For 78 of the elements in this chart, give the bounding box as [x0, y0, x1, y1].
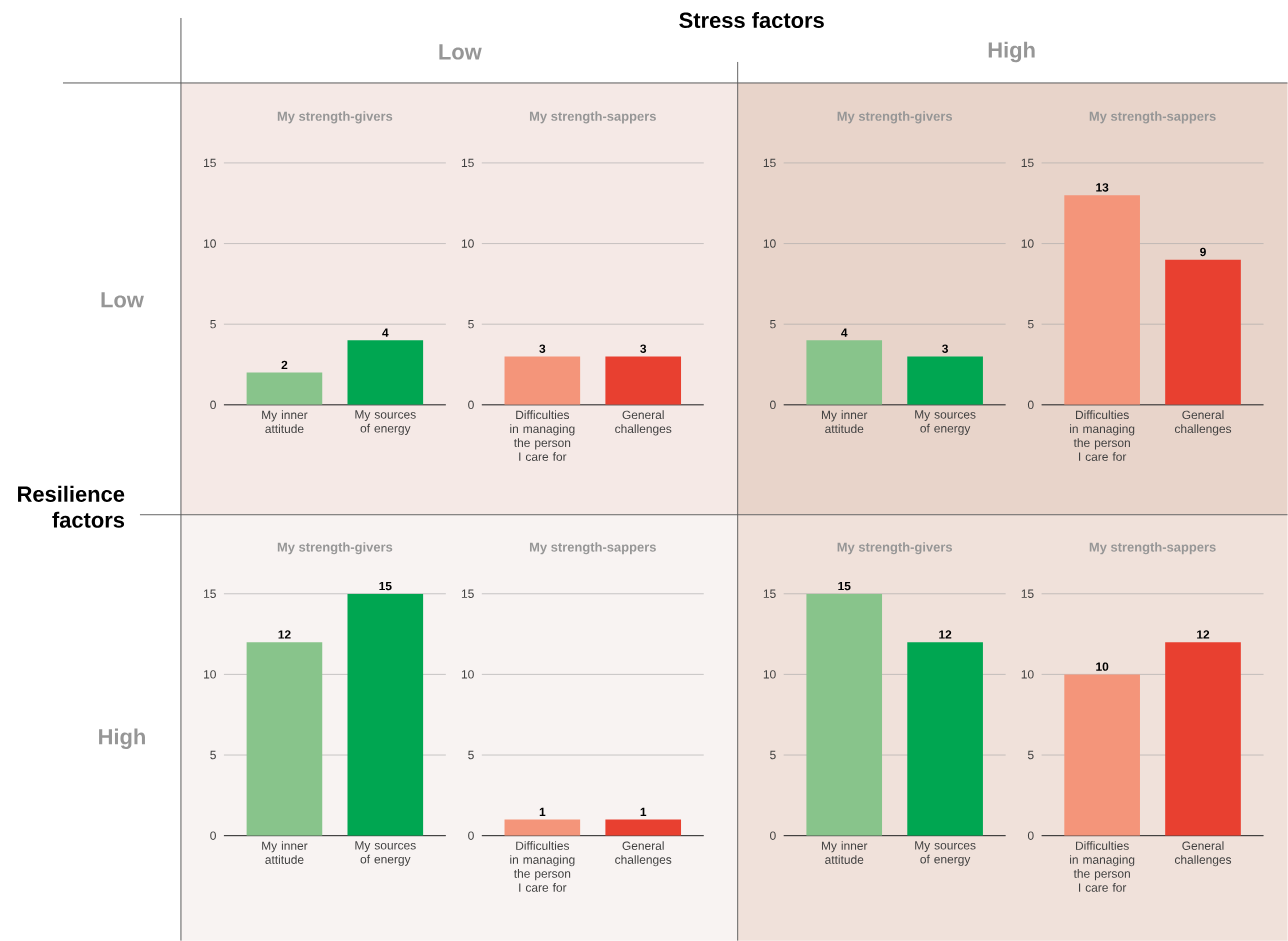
data-label: 12 [1197, 630, 1210, 639]
data-label: 3 [539, 344, 546, 353]
text: Low [101, 292, 144, 308]
chart-title: My strength-sappers [529, 111, 656, 124]
x-tick-label: My sources of energy [355, 410, 416, 435]
y-tick-label: 0 [770, 400, 776, 409]
data-label: 15 [838, 581, 851, 591]
data-label: 1 [539, 807, 546, 816]
text: Stress factors [679, 11, 824, 28]
data-label: 3 [640, 344, 647, 353]
data-label: 2 [281, 360, 288, 369]
y-tick-label: 0 [770, 831, 776, 840]
y-tick-label: 5 [1027, 750, 1034, 760]
chart-title: My strength-givers [837, 542, 953, 555]
y-tick-label: 10 [204, 670, 216, 679]
data-label: 10 [1096, 662, 1109, 671]
data-label: 12 [278, 630, 291, 639]
y-tick-label: 0 [210, 400, 216, 409]
y-tick-label: 0 [1027, 831, 1034, 840]
y-tick-label: 15 [204, 158, 216, 168]
text: High [99, 728, 145, 749]
x-tick-label: My sources of energy [915, 841, 976, 866]
y-tick-label: 15 [204, 589, 216, 598]
x-tick-label: My sources of energy [915, 410, 976, 435]
chart-title: My strength-sappers [1089, 542, 1216, 555]
y-tick-label: 15 [763, 589, 776, 598]
text: High [988, 41, 1035, 63]
x-tick-label: My inner attitude [262, 841, 308, 864]
text: Resilience factors [18, 485, 125, 528]
x-tick-label: My sources of energy [355, 841, 416, 866]
data-label: 3 [942, 344, 948, 353]
y-tick-label: 0 [1027, 400, 1034, 409]
data-label: 1 [640, 807, 647, 816]
x-tick-label: My inner attitude [821, 841, 868, 864]
x-tick-label: General challenges [1174, 841, 1232, 867]
y-tick-label: 10 [1021, 239, 1034, 248]
x-tick-label: Difficulties in managing the person I care for [1070, 841, 1135, 892]
y-tick-label: 5 [210, 319, 216, 329]
data-label: 15 [379, 581, 392, 591]
x-tick-label: My inner attitude [262, 410, 308, 433]
chart-title: My strength-sappers [1089, 111, 1216, 124]
y-tick-label: 15 [763, 158, 776, 168]
data-label: 9 [1200, 247, 1206, 257]
y-tick-label: 0 [210, 831, 216, 840]
x-tick-label: General challenges [1174, 410, 1232, 436]
y-tick-label: 10 [204, 239, 216, 248]
chart-title: My strength-givers [277, 111, 393, 124]
y-tick-label: 15 [461, 589, 474, 598]
data-label: 4 [841, 328, 848, 337]
chart-title: My strength-givers [277, 542, 393, 555]
y-tick-label: 5 [468, 750, 474, 760]
y-tick-label: 10 [461, 239, 474, 248]
data-label: 4 [382, 328, 389, 337]
y-tick-label: 5 [468, 319, 474, 329]
x-tick-label: General challenges [615, 841, 672, 867]
chart-title: My strength-sappers [529, 542, 656, 555]
x-tick-label: Difficulties in managing the person I care for [510, 410, 575, 461]
y-tick-label: 5 [770, 750, 776, 760]
text: Low [439, 44, 482, 60]
chart-title: My strength-givers [837, 111, 953, 124]
y-tick-label: 15 [1021, 158, 1034, 168]
x-tick-label: My inner attitude [821, 410, 868, 433]
y-tick-label: 5 [1027, 319, 1034, 329]
y-tick-label: 10 [461, 670, 474, 679]
y-tick-label: 0 [468, 400, 474, 409]
y-tick-label: 10 [763, 670, 776, 679]
y-tick-label: 15 [461, 158, 474, 168]
x-tick-label: Difficulties in managing the person I care for [1070, 410, 1135, 461]
y-tick-label: 15 [1021, 589, 1034, 598]
x-tick-label: General challenges [615, 410, 672, 436]
y-tick-label: 10 [763, 239, 776, 248]
y-tick-label: 0 [468, 831, 474, 840]
x-tick-label: Difficulties in managing the person I care for [510, 841, 575, 892]
y-tick-label: 10 [1021, 670, 1034, 679]
data-label: 12 [939, 630, 952, 639]
data-label: 13 [1096, 183, 1109, 192]
y-tick-label: 5 [210, 750, 216, 760]
y-tick-label: 5 [770, 319, 776, 329]
